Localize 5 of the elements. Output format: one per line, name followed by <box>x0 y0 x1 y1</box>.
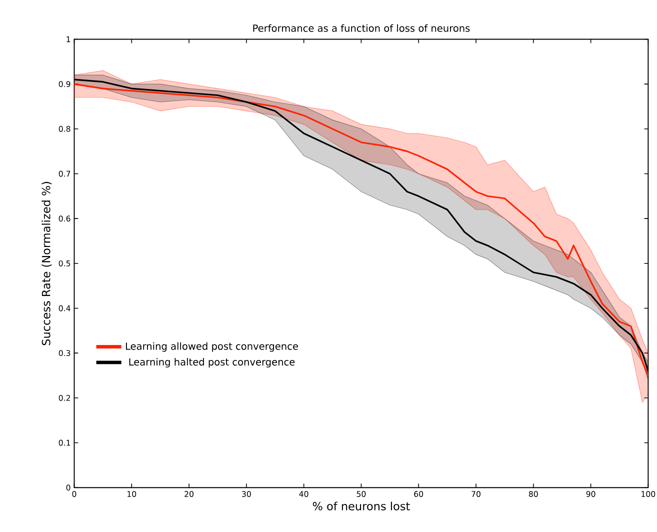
x-axis-title: % of neurons lost <box>312 502 410 511</box>
y-axis-title: Success Rate (Normalized %) <box>42 182 52 346</box>
chart-title: Performance as a function of loss of neurons <box>253 24 470 32</box>
legend-label: Learning allowed post convergence <box>126 342 298 352</box>
legend-label: Learning halted post convergence <box>129 358 295 368</box>
